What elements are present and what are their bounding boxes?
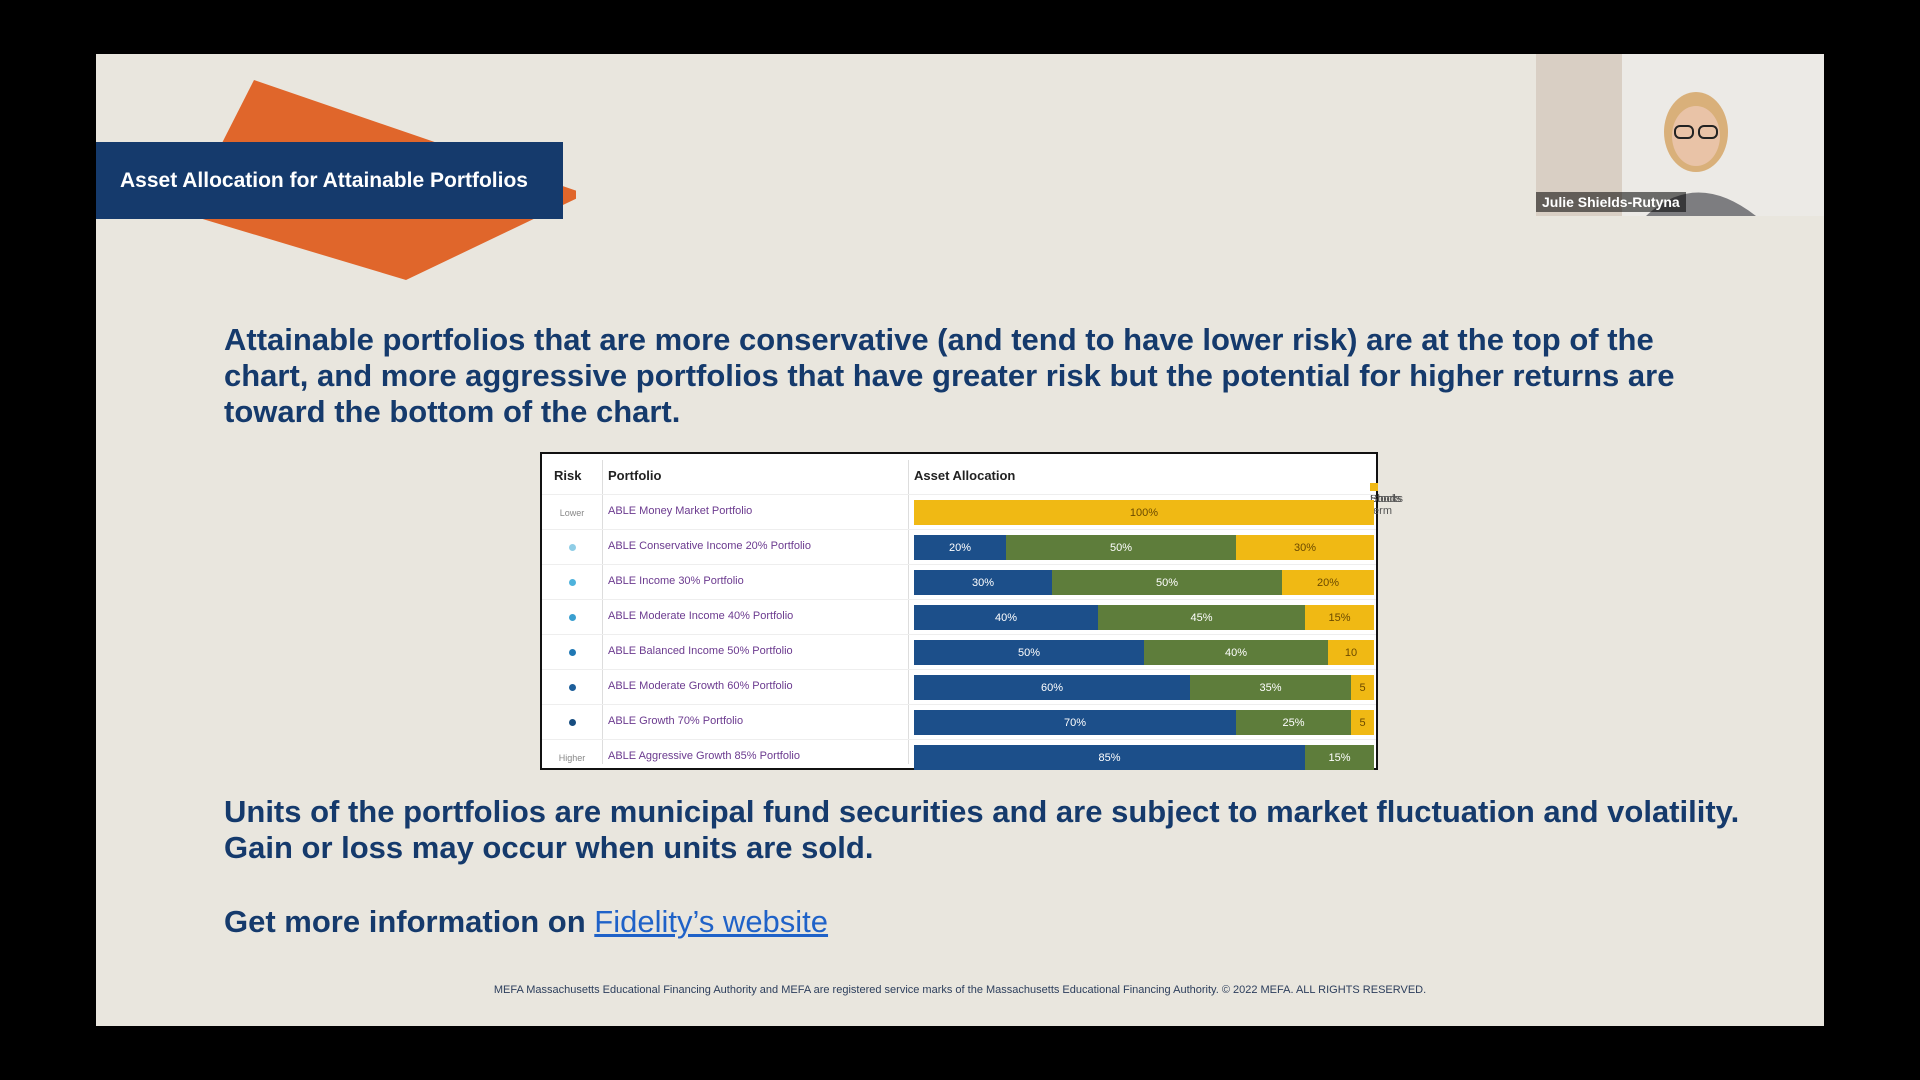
chart-row: ABLE Income 30% Portfolio 30% 50% 20% <box>542 564 1376 600</box>
column-divider <box>908 460 909 764</box>
allocation-bar: 50% 40% 10 <box>914 640 1374 665</box>
portfolio-name: ABLE Moderate Growth 60% Portfolio <box>608 680 793 692</box>
risk-indicator: Lower <box>559 507 585 518</box>
chart-header: Risk Portfolio Asset Allocation Stocks B… <box>542 454 1403 517</box>
risk-dot <box>568 684 576 691</box>
participant-name-label: Julie Shields-Rutyna <box>1536 192 1686 212</box>
bar-segment-short-term: 10 <box>1328 640 1374 665</box>
presentation-slide: Asset Allocation for Attainable Portfoli… <box>96 54 1824 1026</box>
risk-indicator <box>542 705 602 740</box>
chart-row: ABLE Balanced Income 50% Portfolio 50% 40%… <box>542 634 1376 670</box>
bar-segment-stocks: 50% <box>914 640 1144 665</box>
risk-indicator <box>542 635 602 670</box>
risk-header: Risk <box>554 468 582 483</box>
portfolio-header: Portfolio <box>608 468 662 483</box>
allocation-bar: 20% 50% 30% <box>914 535 1374 560</box>
legend-short-term: Short-term <box>1370 481 1400 517</box>
participant-video-tile[interactable]: Julie Shields-Rutyna <box>1536 54 1824 216</box>
bar-segment-stocks: 70% <box>914 710 1236 735</box>
portfolio-name: ABLE Aggressive Growth 85% Portfolio <box>608 750 800 762</box>
bar-segment-bonds: 25% <box>1236 710 1351 735</box>
more-info-line: Get more information on Fidelity’s websi… <box>224 904 1744 940</box>
allocation-bar: 100% <box>914 500 1374 525</box>
portfolio-name: ABLE Conservative Income 20% Portfolio <box>608 540 811 552</box>
allocation-bar: 60% 35% 5 <box>914 675 1374 700</box>
chart-row: Higher ABLE Aggressive Growth 85% Portfol… <box>542 739 1376 775</box>
chart-row: ABLE Conservative Income 20% Portfolio 20… <box>542 529 1376 565</box>
portfolio-name: ABLE Moderate Income 40% Portfolio <box>608 610 794 622</box>
bar-segment-bonds: 50% <box>1052 570 1282 595</box>
allocation-bar: 40% 45% 15% <box>914 605 1374 630</box>
bar-segment-stocks: 40% <box>914 605 1098 630</box>
bar-segment-bonds: 35% <box>1190 675 1351 700</box>
risk-indicator: Higher <box>558 752 586 763</box>
bar-segment-bonds: 50% <box>1006 535 1236 560</box>
risk-dot <box>568 614 576 621</box>
chart-row: ABLE Moderate Income 40% Portfolio 40% 45%… <box>542 599 1376 635</box>
allocation-bar: 70% 25% 5 <box>914 710 1374 735</box>
slide-title-text: Asset Allocation for Attainable Portfoli… <box>120 168 528 192</box>
bar-segment-bonds: 40% <box>1144 640 1328 665</box>
chart-row: Lower ABLE Money Market Portfolio 100% <box>542 494 1376 530</box>
bar-segment-short-term: 30% <box>1236 535 1374 560</box>
bar-segment-short-term: 5 <box>1351 710 1374 735</box>
risk-dot <box>568 719 576 726</box>
bar-segment-short-term: 15% <box>1305 605 1374 630</box>
risk-dot <box>568 649 576 656</box>
disclaimer-paragraph: Units of the portfolios are municipal fu… <box>224 794 1740 865</box>
bar-segment-bonds: 45% <box>1098 605 1305 630</box>
copyright-footer: MEFA Massachusetts Educational Financing… <box>493 984 1427 996</box>
risk-dot <box>568 544 576 551</box>
more-info-text: Get more information on <box>224 904 595 939</box>
column-divider <box>602 460 603 764</box>
risk-indicator <box>542 670 602 705</box>
allocation-header: Asset Allocation <box>914 468 1016 483</box>
portfolio-name: ABLE Growth 70% Portfolio <box>608 715 744 727</box>
risk-indicator <box>542 565 602 600</box>
allocation-bar: 85% 15% <box>914 745 1374 770</box>
fidelity-website-link[interactable]: Fidelity’s website <box>594 904 829 939</box>
chart-row: ABLE Growth 70% Portfolio 70% 25% 5 <box>542 704 1376 740</box>
portfolio-name: ABLE Income 30% Portfolio <box>608 575 744 587</box>
risk-indicator <box>542 530 602 565</box>
bar-segment-short-term: 100% <box>914 500 1374 525</box>
portfolio-name: ABLE Balanced Income 50% Portfolio <box>608 645 793 657</box>
chart-row: ABLE Moderate Growth 60% Portfolio 60% 35%… <box>542 669 1376 705</box>
slide-title: Asset Allocation for Attainable Portfoli… <box>96 142 563 219</box>
bar-segment-short-term: 20% <box>1282 570 1374 595</box>
bar-segment-bonds: 15% <box>1305 745 1374 770</box>
risk-dot <box>568 579 576 586</box>
intro-paragraph: Attainable portfolios that are more cons… <box>224 322 1675 429</box>
bar-segment-stocks: 30% <box>914 570 1052 595</box>
bar-segment-stocks: 60% <box>914 675 1190 700</box>
allocation-bar: 30% 50% 20% <box>914 570 1374 595</box>
asset-allocation-chart: Risk Portfolio Asset Allocation Stocks B… <box>540 452 1403 770</box>
bar-segment-short-term: 5 <box>1351 675 1374 700</box>
bar-segment-stocks: 85% <box>914 745 1305 770</box>
risk-indicator <box>542 600 602 635</box>
portfolio-name: ABLE Money Market Portfolio <box>608 505 753 517</box>
bar-segment-stocks: 20% <box>914 535 1006 560</box>
